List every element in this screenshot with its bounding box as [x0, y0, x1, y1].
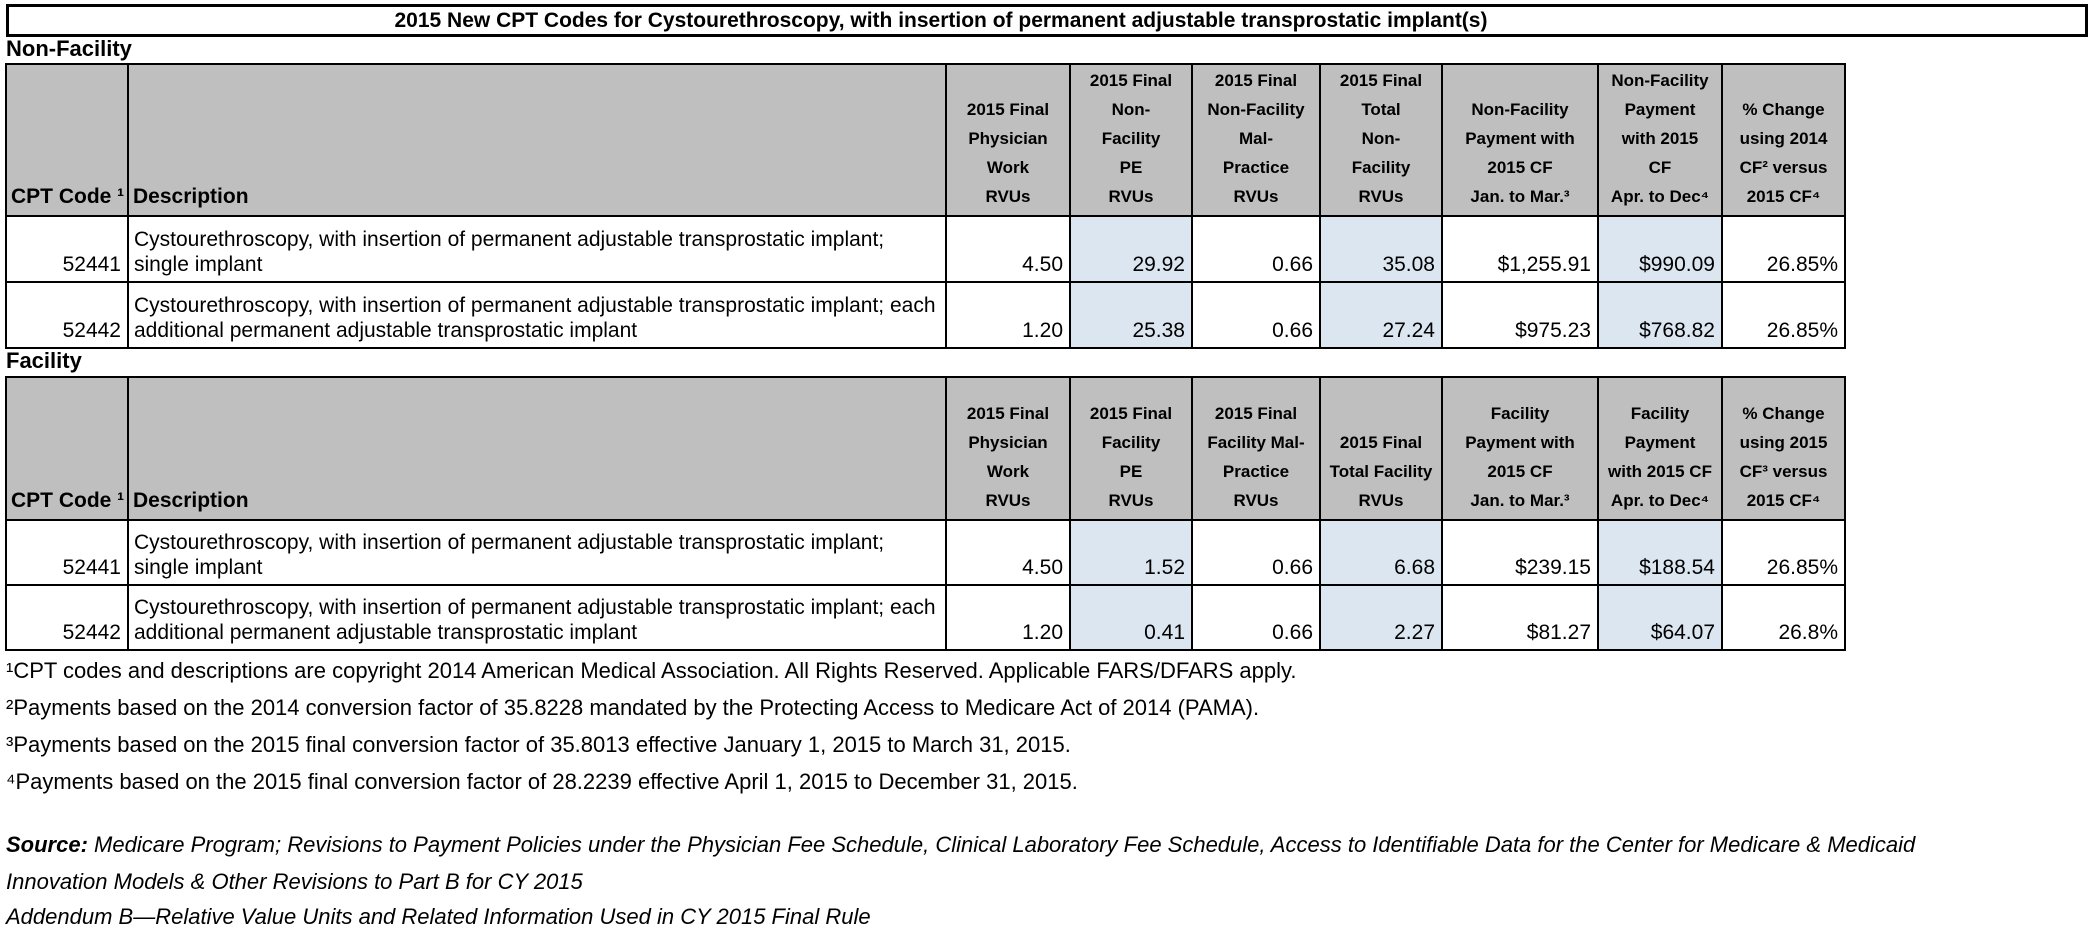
document-title: 2015 New CPT Codes for Cystourethroscopy… [6, 4, 2088, 37]
payment-apr-dec-cell: $768.82 [1597, 281, 1723, 349]
col-header-total-rvus: 2015 Final Total Facility RVUs [1319, 376, 1443, 521]
col-header-payment-apr-dec: Non-Facility Payment with 2015 CF Apr. t… [1597, 63, 1723, 217]
total-rvus-cell: 2.27 [1319, 584, 1443, 651]
col-header-cpt-code: CPT Code ¹ [5, 376, 129, 521]
table-row: 52442 Cystourethroscopy, with insertion … [5, 584, 1846, 651]
section-label-non-facility: Non-Facility [6, 36, 132, 61]
non-facility-table: CPT Code ¹ Description 2015 Final Physic… [5, 63, 1846, 349]
cpt-code-cell: 52441 [5, 519, 129, 586]
total-rvus-cell: 6.68 [1319, 519, 1443, 586]
col-header-total-rvus: 2015 Final Total Non- Facility RVUs [1319, 63, 1443, 217]
cpt-code-cell: 52442 [5, 281, 129, 349]
col-header-payment-apr-dec: Facility Payment with 2015 CF Apr. to De… [1597, 376, 1723, 521]
section-label-facility: Facility [6, 348, 82, 373]
cpt-code-cell: 52442 [5, 584, 129, 651]
col-header-malpractice-rvus: 2015 Final Non-Facility Mal- Practice RV… [1191, 63, 1321, 217]
description-cell: Cystourethroscopy, with insertion of per… [127, 519, 947, 586]
payment-jan-mar-cell: $81.27 [1441, 584, 1599, 651]
col-header-pct-change: % Change using 2014 CF² versus 2015 CF⁴ [1721, 63, 1846, 217]
pe-rvus-cell: 0.41 [1069, 584, 1193, 651]
payment-jan-mar-cell: $1,255.91 [1441, 215, 1599, 283]
source-label: Source: [6, 832, 88, 857]
payment-apr-dec-cell: $990.09 [1597, 215, 1723, 283]
pct-change-cell: 26.8% [1721, 584, 1846, 651]
payment-jan-mar-cell: $975.23 [1441, 281, 1599, 349]
payment-jan-mar-cell: $239.15 [1441, 519, 1599, 586]
col-header-pe-rvus: 2015 Final Facility PE RVUs [1069, 376, 1193, 521]
work-rvus-cell: 4.50 [945, 519, 1071, 586]
addendum-note: Addendum B—Relative Value Units and Rela… [6, 904, 871, 929]
pe-rvus-cell: 25.38 [1069, 281, 1193, 349]
table-header-row: CPT Code ¹ Description 2015 Final Physic… [5, 376, 1846, 521]
footnote-3: ³Payments based on the 2015 final conver… [6, 732, 1071, 757]
malpractice-rvus-cell: 0.66 [1191, 584, 1321, 651]
total-rvus-cell: 35.08 [1319, 215, 1443, 283]
source-text: Medicare Program; Revisions to Payment P… [6, 832, 1916, 894]
malpractice-rvus-cell: 0.66 [1191, 281, 1321, 349]
footnote-1: ¹CPT codes and descriptions are copyrigh… [6, 658, 1297, 683]
work-rvus-cell: 1.20 [945, 281, 1071, 349]
malpractice-rvus-cell: 0.66 [1191, 519, 1321, 586]
col-header-cpt-code: CPT Code ¹ [5, 63, 129, 217]
description-cell: Cystourethroscopy, with insertion of per… [127, 215, 947, 283]
pe-rvus-cell: 29.92 [1069, 215, 1193, 283]
footnote-4: ⁴Payments based on the 2015 final conver… [6, 769, 1078, 794]
footnote-2: ²Payments based on the 2014 conversion f… [6, 695, 1260, 720]
pct-change-cell: 26.85% [1721, 215, 1846, 283]
pct-change-cell: 26.85% [1721, 519, 1846, 586]
col-header-pct-change: % Change using 2015 CF³ versus 2015 CF⁴ [1721, 376, 1846, 521]
col-header-payment-jan-mar: Facility Payment with 2015 CF Jan. to Ma… [1441, 376, 1599, 521]
col-header-description: Description [127, 63, 947, 217]
pe-rvus-cell: 1.52 [1069, 519, 1193, 586]
pct-change-cell: 26.85% [1721, 281, 1846, 349]
col-header-pe-rvus: 2015 Final Non- Facility PE RVUs [1069, 63, 1193, 217]
col-header-description: Description [127, 376, 947, 521]
payment-apr-dec-cell: $188.54 [1597, 519, 1723, 586]
col-header-payment-jan-mar: Non-Facility Payment with 2015 CF Jan. t… [1441, 63, 1599, 217]
payment-apr-dec-cell: $64.07 [1597, 584, 1723, 651]
col-header-work-rvus: 2015 Final Physician Work RVUs [945, 63, 1071, 217]
col-header-malpractice-rvus: 2015 Final Facility Mal- Practice RVUs [1191, 376, 1321, 521]
work-rvus-cell: 4.50 [945, 215, 1071, 283]
malpractice-rvus-cell: 0.66 [1191, 215, 1321, 283]
footnotes: ¹CPT codes and descriptions are copyrigh… [6, 652, 1297, 800]
total-rvus-cell: 27.24 [1319, 281, 1443, 349]
description-cell: Cystourethroscopy, with insertion of per… [127, 584, 947, 651]
table-row: 52441 Cystourethroscopy, with insertion … [5, 215, 1846, 283]
table-header-row: CPT Code ¹ Description 2015 Final Physic… [5, 63, 1846, 217]
work-rvus-cell: 1.20 [945, 584, 1071, 651]
facility-table: CPT Code ¹ Description 2015 Final Physic… [5, 376, 1846, 651]
cpt-code-cell: 52441 [5, 215, 129, 283]
table-row: 52442 Cystourethroscopy, with insertion … [5, 281, 1846, 349]
table-row: 52441 Cystourethroscopy, with insertion … [5, 519, 1846, 586]
description-cell: Cystourethroscopy, with insertion of per… [127, 281, 947, 349]
col-header-work-rvus: 2015 Final Physician Work RVUs [945, 376, 1071, 521]
source-citation: Source: Medicare Program; Revisions to P… [6, 826, 1946, 900]
